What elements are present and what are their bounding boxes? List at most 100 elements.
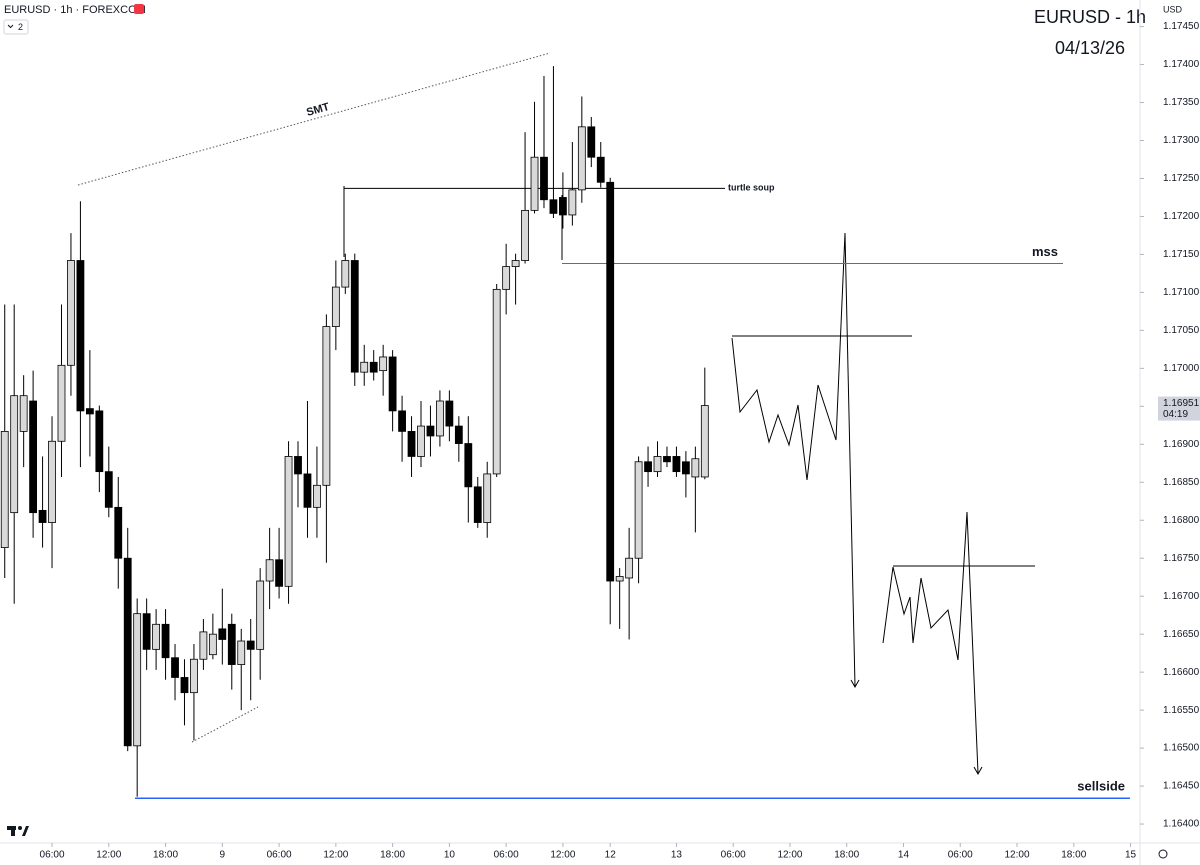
candle-body xyxy=(369,361,378,373)
candle-body xyxy=(653,456,662,473)
smt-line xyxy=(191,706,259,743)
candle-body xyxy=(663,456,671,463)
candle-body xyxy=(360,361,369,373)
x-tick-label: 06:00 xyxy=(721,850,746,861)
chart-title: EURUSD - 1h xyxy=(1034,7,1146,27)
x-tick-label: 13 xyxy=(671,850,683,861)
y-tick-label: 1.16450 xyxy=(1163,781,1200,792)
candle-body xyxy=(388,356,397,412)
candle-body xyxy=(681,461,690,475)
candle-body xyxy=(634,461,643,559)
x-tick-label: 06:00 xyxy=(494,850,519,861)
candle-body xyxy=(454,425,463,444)
candle-body xyxy=(625,557,634,579)
candle-body xyxy=(57,364,66,442)
x-tick-label: 12:00 xyxy=(777,850,802,861)
x-tick-label: 18:00 xyxy=(380,850,405,861)
candle-body xyxy=(294,456,302,475)
candle-body xyxy=(587,126,596,158)
candle-body xyxy=(417,425,425,457)
indicator-toggle[interactable] xyxy=(3,19,29,35)
y-tick-label: 1.16850 xyxy=(1163,477,1200,488)
candle-body xyxy=(492,288,501,475)
status-icon xyxy=(134,4,144,14)
candle-body xyxy=(577,126,586,191)
candle-body xyxy=(227,623,236,665)
candle-body xyxy=(76,260,85,412)
arrow-head xyxy=(973,766,983,776)
y-tick-label: 1.16700 xyxy=(1163,591,1200,602)
x-tick-label: 06:00 xyxy=(40,850,65,861)
candle-body xyxy=(256,580,265,650)
smt-line xyxy=(77,52,551,186)
candle-body xyxy=(341,260,350,288)
candle-body xyxy=(48,440,56,523)
candle-body xyxy=(540,156,548,201)
candle-body xyxy=(152,623,160,650)
candle-body xyxy=(123,557,132,747)
candle-body xyxy=(95,410,104,473)
x-tick-label: 12 xyxy=(605,850,617,861)
candle-body xyxy=(606,181,615,582)
candle-body xyxy=(265,559,274,582)
x-tick-label: 14 xyxy=(898,850,910,861)
y-tick-label: 1.16650 xyxy=(1163,629,1200,640)
candle-body xyxy=(568,189,577,216)
x-tick-label: 18:00 xyxy=(1061,850,1086,861)
level-label: mss xyxy=(1032,244,1058,259)
candle-body xyxy=(180,677,189,694)
candle-body xyxy=(521,209,529,261)
candle-body xyxy=(275,559,283,587)
arrow-head xyxy=(850,679,860,689)
settings-icon[interactable] xyxy=(1158,849,1168,859)
candle-body xyxy=(313,484,321,508)
y-tick-label: 1.17450 xyxy=(1163,21,1200,32)
x-tick-label: 06:00 xyxy=(267,850,292,861)
candle-body xyxy=(350,260,359,373)
x-tick-label: 18:00 xyxy=(153,850,178,861)
candle-body xyxy=(615,576,624,582)
candle-body xyxy=(218,628,227,640)
candle-body xyxy=(483,473,492,523)
logo xyxy=(7,826,29,836)
projection-path xyxy=(882,511,979,774)
candle-body xyxy=(208,633,217,656)
smt-label: SMT xyxy=(305,101,331,119)
candle-body xyxy=(29,400,38,514)
y-tick-label: 1.17200 xyxy=(1163,211,1200,222)
candle-body xyxy=(407,430,416,457)
y-tick-label: 1.17400 xyxy=(1163,59,1200,70)
chart-date: 04/13/26 xyxy=(1055,38,1125,58)
candle-body xyxy=(190,658,198,694)
candle-body xyxy=(464,443,473,488)
y-tick-label: 1.17000 xyxy=(1163,363,1200,374)
x-tick-label: 06:00 xyxy=(948,850,973,861)
y-tick-label: 1.17100 xyxy=(1163,287,1200,298)
y-tick-label: 1.17300 xyxy=(1163,135,1200,146)
candle-body xyxy=(445,400,454,427)
candle-body xyxy=(38,509,47,523)
candle-body xyxy=(559,197,567,216)
y-tick-label: 1.16750 xyxy=(1163,553,1200,564)
x-tick-label: 9 xyxy=(220,850,226,861)
y-tick-label: 1.17250 xyxy=(1163,173,1200,184)
candle-body xyxy=(199,631,208,660)
candle-body xyxy=(596,156,605,183)
indicator-count: 2 xyxy=(18,22,23,32)
candle-body xyxy=(322,326,331,486)
candle-body xyxy=(436,400,444,437)
candle-body xyxy=(691,458,700,478)
y-tick-label: 1.16500 xyxy=(1163,743,1200,754)
y-tick-label: 1.17050 xyxy=(1163,325,1200,336)
level-label: turtle soup xyxy=(728,183,775,193)
x-tick-label: 12:00 xyxy=(96,850,121,861)
candle-body xyxy=(0,430,9,548)
candle-body xyxy=(303,473,312,508)
candle-body xyxy=(284,456,293,587)
candle-body xyxy=(171,657,179,678)
candle-body xyxy=(672,456,681,473)
candle-body xyxy=(398,410,406,432)
candle-body xyxy=(114,506,123,559)
candle-body xyxy=(426,425,435,437)
